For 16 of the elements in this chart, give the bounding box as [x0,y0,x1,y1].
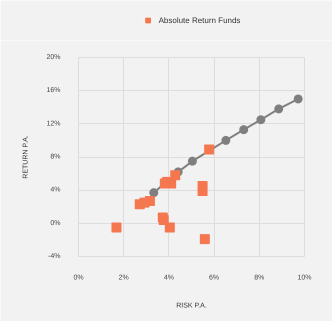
point [294,94,303,104]
point [164,222,175,232]
point [274,104,284,114]
point [256,115,266,124]
point [188,156,197,166]
point [158,215,169,226]
point [149,188,158,198]
point [144,196,155,206]
point [221,136,230,145]
point [200,234,210,244]
point [239,125,248,134]
legend-label: Absolute Return Funds [158,16,240,24]
point [198,186,208,196]
point [170,170,180,180]
point [204,144,214,155]
point [111,222,122,232]
